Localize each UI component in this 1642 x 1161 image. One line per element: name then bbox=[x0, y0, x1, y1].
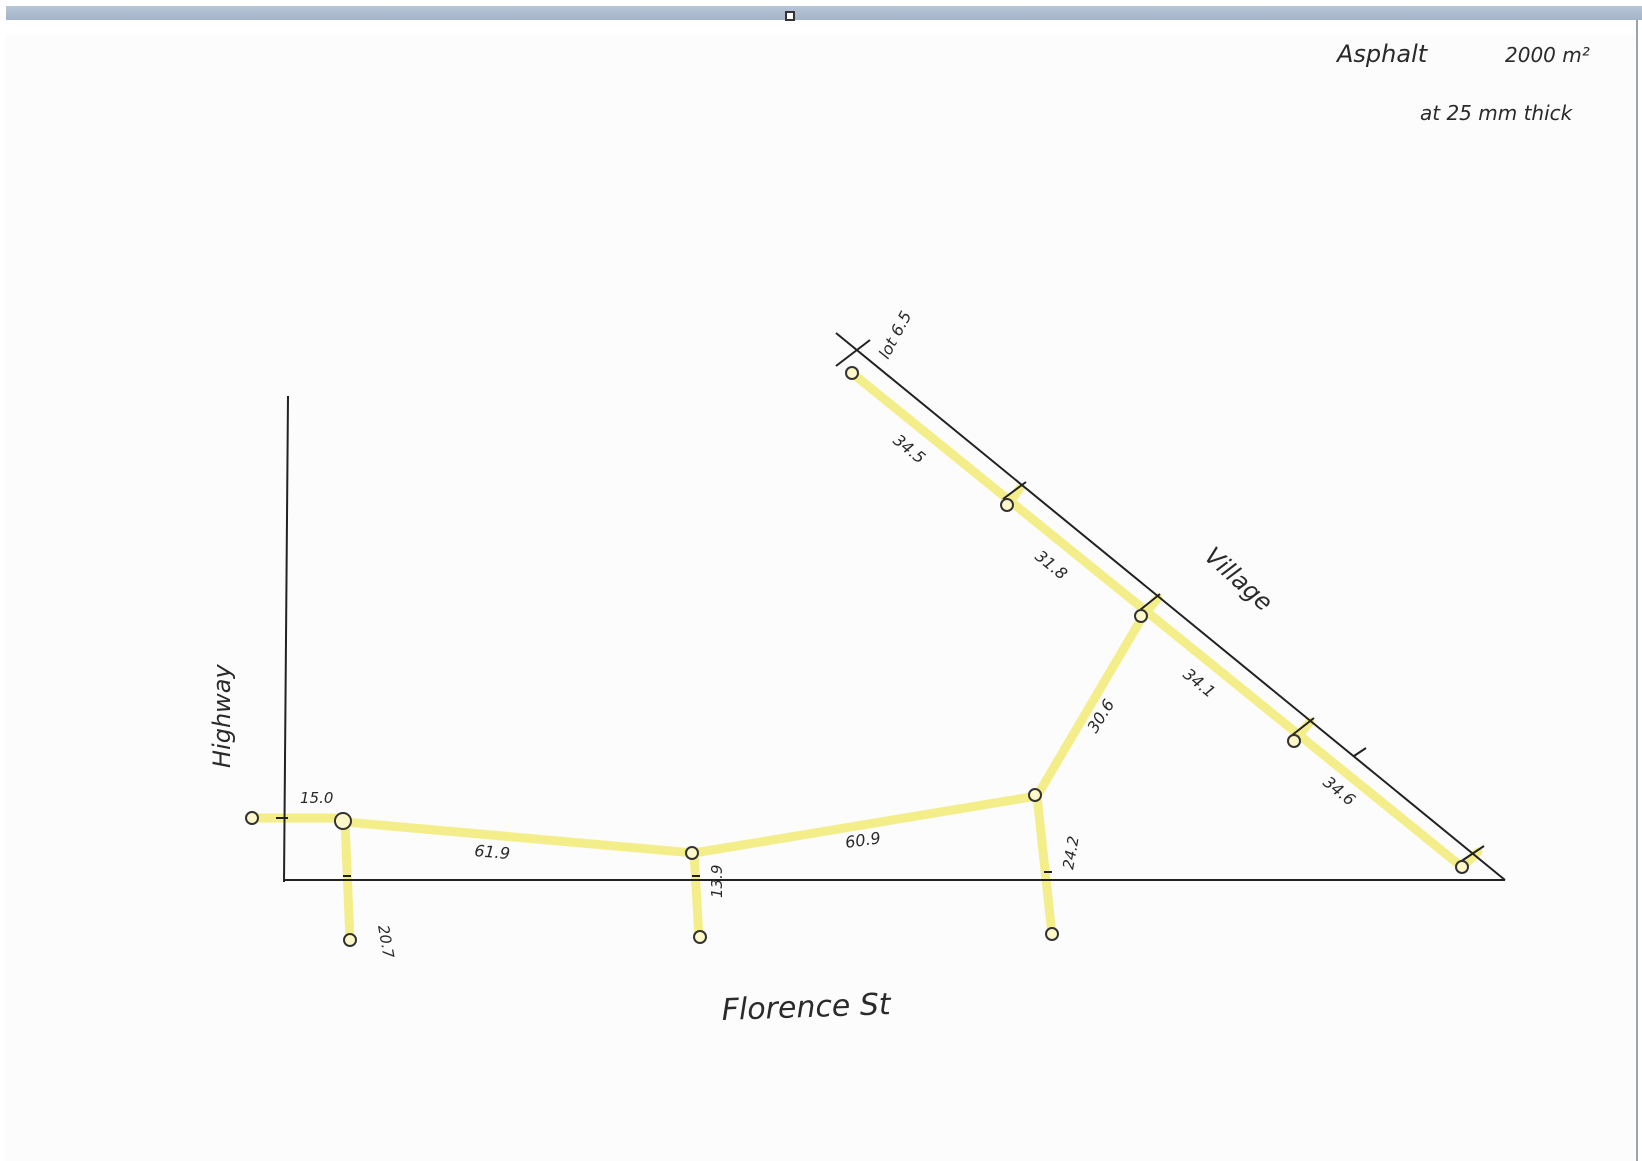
lot-pointer-line bbox=[835, 339, 871, 367]
node-marker bbox=[845, 366, 859, 380]
highlight-run-3 bbox=[689, 791, 1042, 858]
window-title-bar bbox=[6, 6, 1642, 21]
tick-mark bbox=[1459, 845, 1485, 863]
highlight-run-2 bbox=[340, 817, 699, 858]
node-marker bbox=[1000, 498, 1014, 512]
node-marker bbox=[1045, 927, 1059, 941]
lot-label: lot 6.5 bbox=[875, 308, 916, 362]
measurement-label: 24.2 bbox=[1059, 835, 1083, 871]
tick-mark bbox=[1353, 747, 1367, 757]
measurement-label: 60.9 bbox=[844, 828, 882, 852]
scanned-sheet bbox=[6, 34, 1636, 1161]
tick-mark bbox=[1139, 593, 1161, 611]
measurement-label: 20.7 bbox=[374, 924, 398, 960]
node-marker bbox=[1028, 788, 1042, 802]
boundary-lines bbox=[276, 332, 1506, 883]
node-marker bbox=[1287, 734, 1301, 748]
window-right-edge bbox=[1636, 20, 1638, 1161]
node-marker bbox=[685, 846, 699, 860]
highlight-run-5 bbox=[847, 368, 1467, 872]
measurement-label: 31.8 bbox=[1031, 546, 1071, 583]
tick-mark bbox=[1002, 481, 1027, 500]
tick-mark bbox=[1290, 717, 1315, 737]
highlight-layer bbox=[247, 368, 1483, 945]
highway-label: Highway bbox=[208, 664, 236, 768]
node-marker bbox=[1134, 609, 1148, 623]
resize-handle-icon[interactable] bbox=[785, 11, 795, 21]
measurement-label: 15.0 bbox=[300, 789, 333, 807]
node-marker bbox=[245, 811, 259, 825]
village-label: Village bbox=[1199, 542, 1278, 617]
highlight-run-4 bbox=[1032, 611, 1148, 801]
measurement-label: 13.9 bbox=[708, 865, 726, 898]
village-line bbox=[835, 332, 1506, 881]
highlight-run-8 bbox=[1032, 791, 1057, 940]
measurement-label: 61.9 bbox=[474, 841, 511, 863]
node-markers bbox=[245, 366, 1469, 947]
highlight-run-7 bbox=[689, 848, 704, 943]
asphalt-label: Asphalt bbox=[1335, 40, 1429, 68]
florence-st-label: Florence St bbox=[721, 987, 892, 1028]
node-marker bbox=[693, 930, 707, 944]
highway-line bbox=[283, 395, 289, 883]
asphalt-area: 2000 m² bbox=[1505, 43, 1590, 67]
asphalt-thickness: at 25 mm thick bbox=[1420, 101, 1574, 125]
node-marker bbox=[334, 812, 352, 830]
node-marker bbox=[1455, 860, 1469, 874]
node-marker bbox=[343, 933, 357, 947]
